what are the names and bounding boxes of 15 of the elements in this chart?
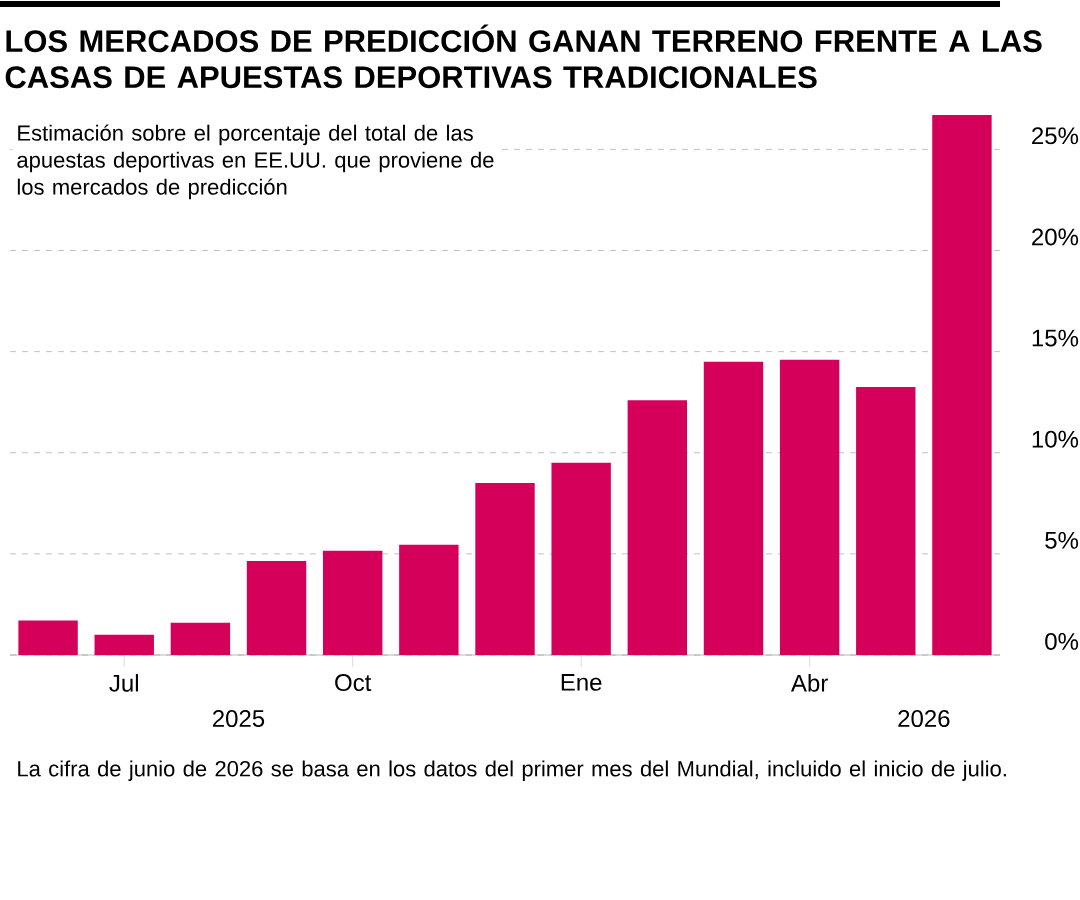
chart-title: LOS MERCADOS DE PREDICCIÓN GANAN TERRENO FRENTE A LAS CASAS DE APUESTAS DEPORTIVAS TRADICIONALES <box>5 24 1042 89</box>
x-tick-label: Jul <box>109 674 138 692</box>
text: La cifra de junio de 2026 se basa en los datos del primer mes del Mundial, incluido el inicio de julio. <box>18 760 1006 781</box>
y-tick-label: 10% <box>1032 430 1079 448</box>
x-tick-label: Oct <box>335 674 372 692</box>
x-tick-label: Ene <box>561 674 602 691</box>
text: Estimación sobre el porcentaje del total de las apuestas deportivas en EE.UU. que proviene de los mercados de predicción <box>17 124 494 200</box>
y-tick-label: 20% <box>1032 228 1079 246</box>
text: 2026 <box>898 710 950 728</box>
text: 2025 <box>212 710 265 728</box>
y-tick-label: 0% <box>1045 632 1079 650</box>
y-tick-label: 25% <box>1032 127 1079 145</box>
y-tick-label: 15% <box>1032 329 1079 347</box>
y-tick-label: 5% <box>1045 531 1079 549</box>
x-tick-label: Abr <box>790 674 828 692</box>
